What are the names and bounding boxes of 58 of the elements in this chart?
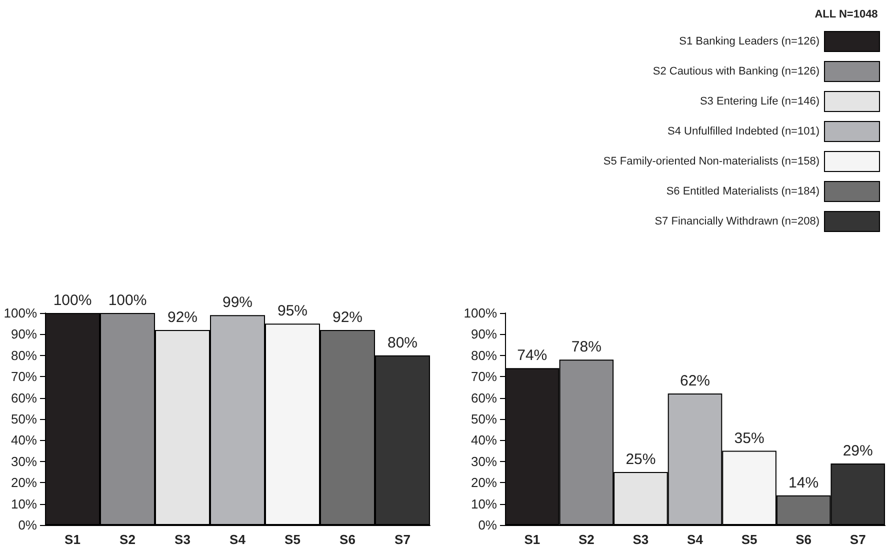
data-label: 99% xyxy=(222,294,253,312)
data-label: 92% xyxy=(332,308,363,326)
x-tick-label: S3 xyxy=(174,532,190,547)
legend-label: S1 Banking Leaders (n=126) xyxy=(679,36,820,48)
legend-label: S7 Financially Withdrawn (n=208) xyxy=(654,216,820,228)
legend-label: S6 Entitled Materialists (n=184) xyxy=(666,186,820,198)
legend-label: S4 Unfulfilled Indebted (n=101) xyxy=(668,126,820,138)
data-label: 78% xyxy=(571,338,602,356)
data-label: 100% xyxy=(53,292,92,309)
data-label: 100% xyxy=(108,292,147,309)
legend-title: ALL N=1048 xyxy=(814,8,878,20)
y-tick-label: 0% xyxy=(478,518,498,532)
y-tick-label: 30% xyxy=(470,454,498,469)
y-tick-label: 100% xyxy=(4,306,38,320)
x-tick-label: S3 xyxy=(632,532,649,547)
data-label: 80% xyxy=(387,334,418,352)
y-tick-label: 70% xyxy=(10,369,38,384)
x-tick-label: S2 xyxy=(578,532,594,547)
x-tick-label: S6 xyxy=(796,532,812,547)
data-label: 92% xyxy=(167,308,198,326)
y-tick-label: 10% xyxy=(10,496,38,512)
y-tick-label: 20% xyxy=(10,475,38,490)
y-tick-label: 40% xyxy=(10,432,38,448)
data-label: 95% xyxy=(277,302,308,320)
x-tick-label: S5 xyxy=(284,532,300,547)
legend-label: S2 Cautious with Banking (n=126) xyxy=(652,66,820,78)
y-tick-label: 40% xyxy=(470,432,498,448)
x-tick-label: S4 xyxy=(230,532,246,547)
y-tick-label: 20% xyxy=(470,475,498,490)
legend-label: S3 Entering Life (n=146) xyxy=(700,96,820,108)
y-tick-label: 90% xyxy=(10,326,38,342)
x-tick-label: S7 xyxy=(394,532,410,547)
data-label: 25% xyxy=(626,451,656,468)
data-label: 29% xyxy=(842,442,873,460)
x-tick-label: S2 xyxy=(120,532,136,547)
y-tick-label: 10% xyxy=(470,496,498,512)
y-tick-label: 60% xyxy=(10,390,38,406)
x-tick-label: S6 xyxy=(340,532,356,547)
legend-label: S5 Family-oriented Non-materialists (n=158) xyxy=(603,156,820,168)
y-tick-label: 30% xyxy=(10,454,38,469)
y-tick-label: 80% xyxy=(470,348,498,363)
data-label: 74% xyxy=(517,347,548,364)
y-tick-label: 50% xyxy=(10,412,38,426)
y-tick-label: 90% xyxy=(470,326,498,342)
y-tick-label: 70% xyxy=(470,369,498,384)
y-tick-label: 0% xyxy=(18,518,38,532)
x-tick-label: S1 xyxy=(524,532,540,547)
x-tick-label: S5 xyxy=(741,532,758,547)
y-tick-label: 100% xyxy=(464,306,498,320)
y-tick-label: 60% xyxy=(470,390,498,406)
x-tick-label: S4 xyxy=(687,532,704,547)
x-tick-label: S1 xyxy=(64,532,80,547)
y-tick-label: 50% xyxy=(470,412,498,426)
data-label: 62% xyxy=(680,372,710,390)
y-tick-label: 80% xyxy=(10,348,38,363)
x-tick-label: S7 xyxy=(850,532,866,547)
data-label: 14% xyxy=(788,474,819,492)
data-label: 35% xyxy=(734,430,764,447)
